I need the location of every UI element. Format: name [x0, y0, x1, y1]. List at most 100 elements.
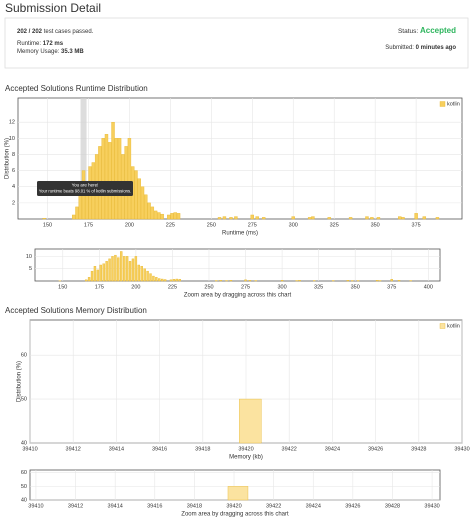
x-tick-label: 275	[248, 222, 257, 228]
x-tick-label: 375	[412, 222, 421, 228]
x-tick-label: 225	[168, 284, 177, 290]
y-tick-label: 12	[9, 120, 15, 126]
x-tick-label: 400	[424, 284, 433, 290]
bar	[160, 213, 164, 220]
x-tick-label: 39418	[187, 503, 202, 509]
bar	[84, 279, 88, 282]
x-tick-label: 39430	[424, 503, 439, 509]
section-title: Accepted Solutions Runtime Distribution	[5, 84, 148, 93]
y-tick-label: 10	[9, 136, 15, 142]
bar	[169, 279, 173, 282]
legend-swatch	[439, 101, 446, 107]
bar	[127, 138, 132, 220]
bar	[262, 217, 266, 220]
bar	[414, 213, 418, 220]
legend-swatch	[439, 323, 446, 329]
y-tick-label: 5	[29, 266, 32, 272]
submitted: Submitted: 0 minutes ago	[385, 45, 456, 51]
bar	[101, 138, 105, 220]
x-tick-label: 175	[84, 222, 93, 228]
bar	[222, 216, 227, 220]
submitted-value: 0 minutes ago	[416, 45, 457, 51]
bar	[280, 280, 284, 282]
x-tick-label: 39424	[306, 503, 321, 509]
bar	[158, 278, 161, 282]
cases: 202 / 202 test cases passed.	[17, 29, 94, 35]
bar	[255, 216, 259, 220]
bar	[150, 206, 155, 220]
x-tick-label: 200	[131, 284, 140, 290]
x-tick-label: 350	[351, 284, 360, 290]
memory: Memory Usage: 35.3 MB	[17, 49, 84, 55]
y-tick-label: 40	[21, 440, 27, 446]
x-tick-label: 175	[95, 284, 104, 290]
bar	[117, 257, 120, 282]
bar	[111, 256, 114, 282]
submitted-label: Submitted:	[385, 45, 414, 51]
tooltip-text: Your runtime beats 98.01 % of kotlin sub…	[39, 189, 132, 194]
bar	[102, 263, 105, 282]
x-tick-label: 39428	[411, 446, 426, 452]
legend-label: kotlin	[447, 101, 460, 107]
bar	[311, 216, 315, 220]
bar	[140, 266, 143, 282]
bar	[173, 212, 177, 220]
bar	[244, 279, 247, 282]
x-tick-label: 39418	[195, 446, 210, 452]
bar	[327, 217, 331, 220]
bar	[134, 170, 138, 220]
bar	[390, 279, 393, 282]
y-tick-label: 50	[21, 397, 27, 403]
bar	[128, 261, 132, 282]
bar	[42, 217, 46, 220]
bar	[140, 186, 145, 220]
bar	[105, 261, 108, 282]
y-axis-label: Distribution (%)	[5, 138, 11, 179]
x-tick-label: 39412	[68, 503, 83, 509]
x-tick-label: 39414	[108, 503, 123, 509]
x-tick-label: 39410	[22, 446, 37, 452]
y-tick-label: 2	[12, 200, 15, 206]
y-tick-label: 4	[12, 184, 15, 190]
y-tick-label: 10	[26, 254, 32, 260]
page-title: Submission Detail	[5, 1, 101, 15]
bar	[120, 251, 123, 282]
tooltip-title: You are here!	[72, 183, 99, 188]
bar	[167, 214, 171, 220]
bar	[131, 258, 135, 282]
x-tick-label: 39424	[325, 446, 340, 452]
bar	[346, 280, 350, 282]
x-tick-label: 350	[371, 222, 380, 228]
x-axis-label: Memory (kb)	[229, 455, 263, 461]
x-tick-label: 325	[314, 284, 323, 290]
bar	[178, 279, 181, 282]
x-tick-label: 39430	[454, 446, 469, 452]
runtime: Runtime: 172 ms	[17, 41, 64, 47]
y-tick-label: 8	[12, 152, 15, 158]
bar	[155, 277, 158, 282]
x-tick-label: 39416	[152, 446, 167, 452]
x-tick-label: 250	[207, 222, 216, 228]
x-tick-label: 39410	[28, 503, 43, 509]
x-tick-label: 225	[166, 222, 175, 228]
bar	[146, 270, 149, 282]
x-tick-label: 39422	[282, 446, 297, 452]
bar	[111, 121, 115, 220]
x-tick-label: 39426	[368, 446, 383, 452]
bar	[96, 269, 100, 282]
x-tick-label: 39426	[345, 503, 360, 509]
y-axis-label: Distribution (%)	[17, 361, 23, 402]
bar	[376, 217, 381, 220]
bar	[152, 275, 155, 282]
cases-text: test cases passed.	[44, 29, 94, 35]
bar	[176, 213, 181, 220]
bar	[307, 217, 312, 220]
bar	[99, 264, 102, 282]
x-tick-label: 325	[330, 222, 339, 228]
x-tick-label: 39420	[226, 503, 241, 509]
bar	[175, 278, 179, 282]
bar	[137, 264, 141, 282]
x-tick-label: 39414	[109, 446, 124, 452]
bar	[125, 256, 129, 282]
